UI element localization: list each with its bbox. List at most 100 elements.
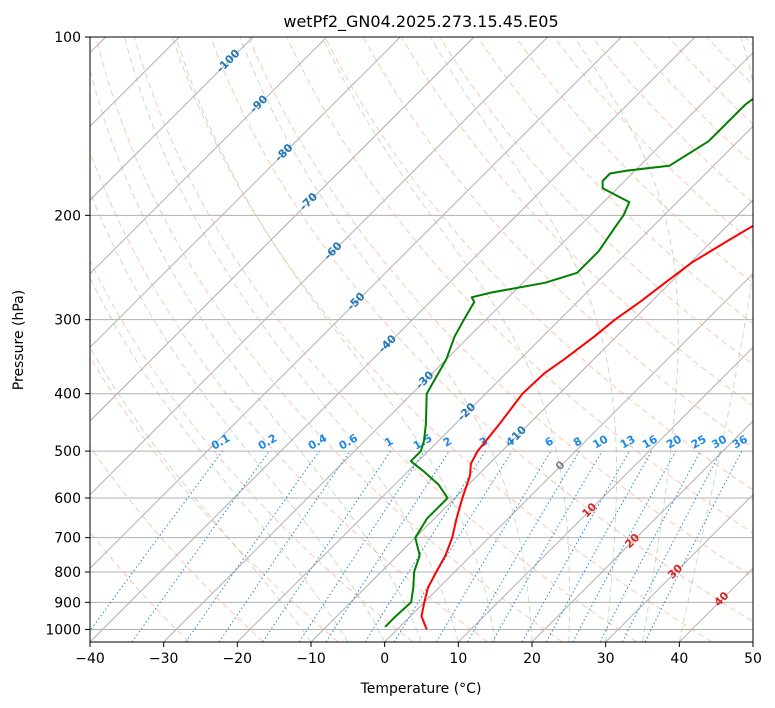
mixing-ratio-label: 8 [571,435,584,450]
mixing-ratio-line [131,450,270,642]
moist-adiabat [175,37,496,642]
mixing-ratio-line [364,450,486,642]
dewpoint-line [384,97,753,628]
dry-adiabat [286,37,753,534]
y-tick-label: 800 [54,565,81,581]
mixing-ratio-line [185,450,320,642]
isotherm-line [90,37,696,642]
isotherm-line [384,272,753,642]
dry-adiabat [90,150,488,642]
y-tick-label: 500 [54,444,81,460]
mixing-ratio-line [262,450,392,642]
moist-adiabat [90,276,349,642]
dry-adiabat [171,37,712,642]
x-tick-label: 10 [449,651,467,667]
mixing-ratio-line [521,450,630,642]
x-tick-label: −30 [149,651,179,667]
mixing-ratio-label: 0.2 [256,432,279,453]
isotherm-line [457,346,753,642]
y-tick-label: 300 [54,313,81,329]
isotherm-label: -20 [455,400,478,423]
isotherm-line [678,567,753,642]
isotherm-line [90,37,549,496]
dry-adiabat [90,356,339,642]
dry-adiabat [324,37,753,491]
x-tick-label: 20 [523,651,541,667]
plot-frame [89,36,754,643]
mixing-ratio-line [572,450,677,642]
x-tick-label: 0 [380,651,389,667]
isotherm-line [90,37,401,349]
mixing-ratio-label: 1 [382,435,395,450]
mixing-ratio-line [325,450,450,642]
moist-adiabat [429,37,617,642]
moist-adiabat [573,37,679,642]
isotherm-line [90,37,254,201]
mixing-ratio-line [218,450,351,642]
isotherm-line [752,641,753,642]
dry-adiabat [591,37,753,204]
moist-adiabat [239,37,533,642]
isotherm-line [310,199,753,642]
y-tick-label: 700 [54,531,81,547]
mixing-ratio-line [644,450,743,642]
dry-adiabat [95,37,563,642]
x-axis-title: Temperature (°C) [360,681,482,697]
moist-adiabat [124,37,459,642]
x-tick-label: 40 [670,651,688,667]
isotherm-line [163,51,753,642]
moist-adiabats [90,37,753,642]
mixing-ratio-label: 36 [730,432,750,451]
moist-adiabat [321,37,571,642]
x-tick-label: −10 [296,651,326,667]
dry-adiabat [90,259,414,642]
isotherm-line [90,37,622,570]
y-axis-title: Pressure (hPa) [11,290,27,390]
mixing-ratio-lines: 0.1 0.2 0.4 0.6 1 1.5 2 3 4 6 8 10 13 16 20 25 30 36 [90,431,750,642]
moist-adiabat [90,190,386,642]
dry-adiabat [553,37,753,244]
dry-adiabats [90,37,753,642]
y-tick-label: 100 [54,30,81,46]
mixing-ratio-label: 20 [664,432,684,451]
mixing-ratio-line [90,450,223,632]
dry-adiabat [706,37,753,86]
x-tick-label: 30 [597,651,615,667]
x-tick-label: −20 [223,651,253,667]
dry-adiabat [210,37,753,623]
dry-adiabat [90,531,190,642]
profile-series [384,97,753,630]
mixing-ratio-label: 13 [618,433,638,452]
isotherm-line [531,420,753,642]
isotherm-line [236,125,753,642]
dry-adiabat [744,37,753,47]
y-tick-label: 1000 [45,622,81,638]
moist-adiabat [678,37,753,642]
y-tick-label: 600 [54,491,81,507]
isotherm-label: 30 [665,561,685,581]
isotherm-line [605,493,753,642]
x-tick-label: 50 [744,651,762,667]
mixing-ratio-label: 25 [689,433,709,452]
chart-title: wetPf2_GN04.2025.273.15.45.E05 [283,12,558,32]
mixing-ratio-line [435,450,552,642]
grid-layer [90,37,753,642]
mixing-ratio-label: 0.4 [306,431,330,452]
moist-adiabat [90,67,422,642]
y-tick-label: 200 [54,208,81,224]
plot-area: 0.1 0.2 0.4 0.6 1 1.5 2 3 4 6 8 10 13 16 20 25 30 36 -100… [90,37,753,642]
mixing-ratio-line [545,450,653,642]
dry-adiabat [515,37,753,284]
isotherm-label: -50 [344,290,367,313]
axes: −40 −30 −20 −10 0 10 20 30 40 50 100 200 300 400 500 60… [45,30,762,667]
isotherm-line [90,37,475,422]
mixing-ratio-line [467,450,580,642]
mixing-ratio-line [298,450,425,642]
y-tick-label: 400 [54,387,81,403]
mixing-ratio-label: 0.1 [209,432,232,453]
mixing-ratio-label: 30 [709,432,729,451]
dry-adiabat [133,37,638,642]
mixing-ratio-label: 10 [590,432,610,451]
